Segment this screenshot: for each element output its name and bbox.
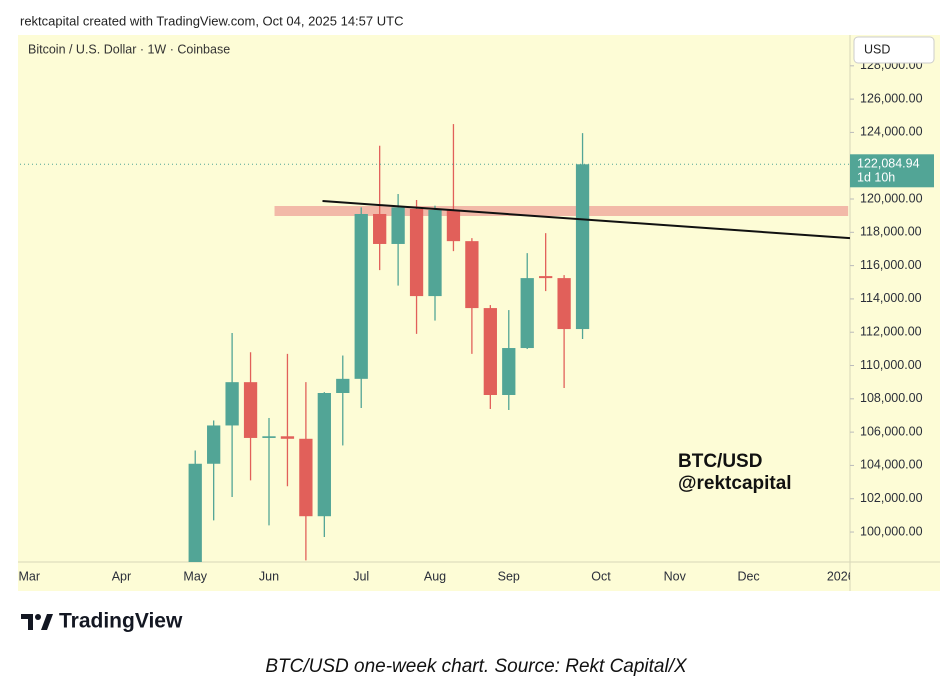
y-tick-label: 106,000.00 <box>860 424 923 438</box>
chart-background <box>18 35 940 591</box>
brand-logo <box>21 614 53 630</box>
candle-body <box>465 241 479 309</box>
candle-body <box>373 213 387 244</box>
currency-box[interactable] <box>853 36 935 64</box>
candle-body <box>188 463 202 562</box>
y-axis: 100,000.00 102,000.00 104,000.00 106,000.00… <box>850 58 934 538</box>
x-tick-label: Nov <box>664 569 687 583</box>
x-tick-label: Jun <box>259 569 279 583</box>
candle-body <box>354 213 368 379</box>
y-tick-label: 108,000.00 <box>860 391 923 405</box>
last-price-label: 122,084.94 <box>857 157 920 171</box>
candle-body <box>262 436 276 438</box>
brand-name: TradingView <box>59 610 183 633</box>
y-tick-label: 114,000.00 <box>860 291 922 305</box>
candle-body <box>446 210 461 242</box>
x-tick-label: Dec <box>737 569 759 583</box>
y-tick-label: 118,000.00 <box>860 225 922 239</box>
plot-area <box>20 124 850 562</box>
y-tick-label: 100,000.00 <box>860 524 923 538</box>
candle-body <box>391 207 405 244</box>
x-axis: Mar Apr May Jun Jul Aug Sep Oct Nov Dec 2026 <box>18 569 855 583</box>
x-tick-label: Oct <box>591 569 611 583</box>
candle-body <box>502 348 516 395</box>
candle-body <box>207 425 221 464</box>
y-tick-label: 112,000.00 <box>860 325 922 339</box>
x-tick-label: Jul <box>353 569 369 583</box>
x-tick-label: Mar <box>18 569 40 583</box>
y-tick-label: 110,000.00 <box>860 358 922 372</box>
countdown-label: 1d 10h <box>857 171 895 185</box>
candle-body <box>317 392 331 517</box>
candle-body <box>539 276 553 279</box>
x-tick-label: Aug <box>424 569 446 583</box>
candle-body <box>280 436 295 439</box>
x-tick-label: 2026 <box>827 569 855 583</box>
y-tick-label: 104,000.00 <box>860 458 923 472</box>
candle-body <box>483 308 497 395</box>
resistance-zone <box>274 206 849 216</box>
candle-body <box>557 278 571 330</box>
x-tick-label: Sep <box>498 569 520 583</box>
y-tick-label: 116,000.00 <box>860 258 922 272</box>
annotation-text: BTC/USD <box>678 451 762 472</box>
chart-title: Bitcoin / U.S. Dollar · 1W · Coinbase <box>28 42 230 56</box>
y-tick-label: 124,000.00 <box>860 125 923 139</box>
y-tick-label: 120,000.00 <box>860 191 923 205</box>
trendline <box>322 200 850 240</box>
candle-body <box>428 210 442 297</box>
candle-body <box>575 164 590 330</box>
candle-body <box>243 382 258 438</box>
candle-body <box>409 209 424 297</box>
candle-body <box>336 378 350 393</box>
candle-body <box>520 278 534 349</box>
candle-body <box>225 382 239 426</box>
header-text: rektcapital created with TradingView.com… <box>20 13 403 28</box>
last-price-box <box>850 154 934 188</box>
annotation-text: @rektcapital <box>678 473 792 494</box>
x-tick-label: Apr <box>112 569 131 583</box>
y-tick-label: 126,000.00 <box>860 91 923 105</box>
y-tick-label: 102,000.00 <box>860 491 923 505</box>
candle-body <box>299 438 313 517</box>
caption: BTC/USD one-week chart. Source: Rekt Cap… <box>265 656 688 677</box>
currency-label[interactable]: USD <box>864 42 890 56</box>
x-tick-label: May <box>183 569 207 583</box>
